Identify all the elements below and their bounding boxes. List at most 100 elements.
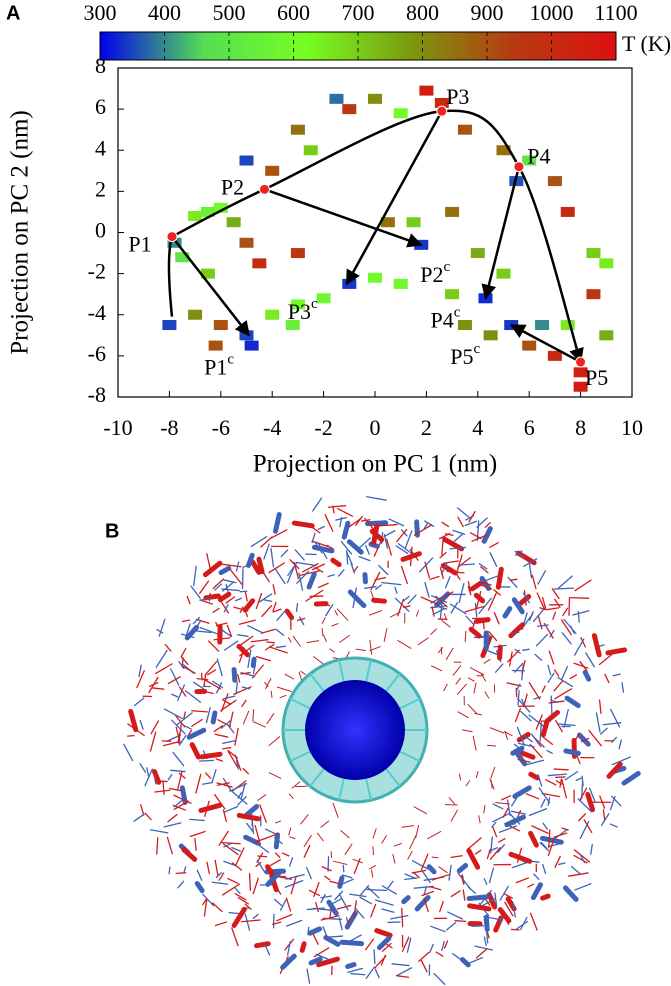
point [496,268,511,279]
bond [218,565,232,576]
bond [507,576,518,588]
bond [180,656,189,666]
bond [459,563,476,566]
bond [474,849,482,855]
bond [521,648,530,651]
bond [242,647,248,655]
bond [303,834,312,848]
bond [289,836,296,840]
bond [388,518,405,527]
point [393,108,408,119]
bond [275,645,287,649]
bond [572,610,590,616]
bond [252,877,259,895]
bond [464,605,485,613]
bond [404,530,413,549]
bond [553,587,575,590]
bond [599,795,606,809]
bond [199,751,223,760]
bond [221,629,232,638]
bond [244,609,249,617]
bond [191,710,208,713]
bond [242,767,249,775]
bond [531,733,542,748]
bond [550,699,559,704]
bond [517,810,522,818]
bond [257,855,268,858]
bond [535,633,549,647]
bond [553,669,560,677]
bond [499,885,509,901]
bond [340,829,350,839]
bond [489,727,505,734]
bond [332,802,339,818]
bond [397,639,412,649]
bond [313,947,330,958]
bond [404,877,418,881]
bond [221,588,240,592]
bond [417,637,429,646]
bond [355,648,366,651]
bond [430,665,443,672]
bond [224,805,239,813]
bond [168,866,171,875]
bond [224,640,239,651]
point [496,145,511,156]
bond [191,718,203,727]
bond [579,787,588,802]
bond [255,655,272,662]
bond [440,561,448,575]
bond [163,822,182,828]
bond [185,623,191,637]
bond [308,956,323,966]
bond [582,669,592,682]
bond [352,858,364,864]
bond [479,584,493,590]
bond [525,793,540,800]
point [200,206,215,217]
bond [315,901,319,913]
point [586,248,601,259]
bond [392,854,396,864]
bond [270,547,275,568]
bond [621,681,625,693]
bond [493,589,501,596]
bond [563,618,577,635]
y-tick-label: -8 [88,382,106,407]
bond [328,897,343,906]
bond [189,742,201,760]
bond [439,566,444,579]
bond [225,596,236,604]
y-tick-label: -6 [88,341,106,366]
bond [202,893,215,907]
bond [409,548,419,561]
bond [207,669,217,676]
bond [454,920,467,922]
bond [276,686,292,693]
bond [204,800,210,817]
bond [259,804,267,823]
end-state-label: P5c [450,341,480,369]
x-axis-label: Projection on PC 1 (nm) [253,451,497,478]
bond [576,732,591,747]
bond [158,618,166,637]
bond [280,549,289,558]
bond [324,514,334,532]
bond [495,566,504,590]
bond [547,797,551,806]
bond [269,529,288,540]
bond [369,609,383,616]
bond [493,612,500,625]
end-state-sup: c [473,341,480,357]
x-tick-label: -8 [160,415,178,440]
bond [140,804,145,816]
bond [541,735,554,746]
bond [529,610,534,621]
bond [264,944,271,956]
bond [201,781,214,785]
bond [221,883,241,896]
bond [512,901,516,918]
bond [338,917,343,931]
bond [294,549,305,561]
bond [439,551,447,559]
